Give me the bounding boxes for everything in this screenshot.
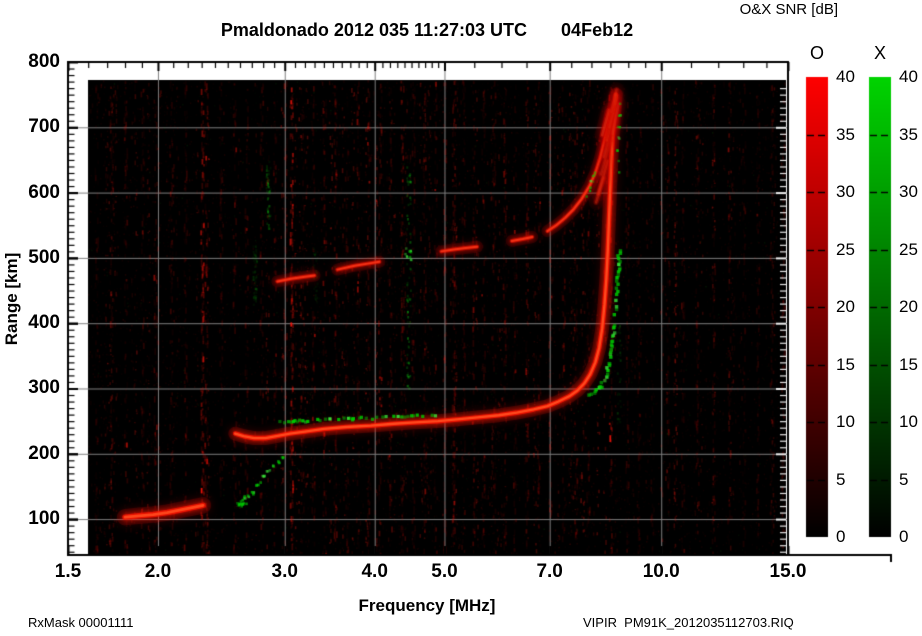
y-tick-label: 100 — [28, 508, 60, 530]
colorbar-o-tick-label: 25 — [836, 239, 855, 259]
colorbar-x-tick-label: 15 — [899, 354, 918, 374]
x-tick-label: 2.0 — [144, 561, 172, 582]
x-axis-label: Frequency [MHz] — [358, 596, 496, 615]
y-tick-label: 500 — [28, 246, 60, 268]
footer-rxmask: RxMask 00001111 — [28, 615, 134, 630]
y-tick-label: 400 — [28, 312, 60, 334]
colorbar-o-tick-label: 0 — [836, 527, 846, 546]
colorbar-x-tick-label: 30 — [899, 182, 918, 201]
colorbar-x-tick-label: 25 — [899, 239, 918, 259]
colorbar-x-tick-label: 0 — [899, 527, 909, 546]
plot-title-date: 04Feb12 — [561, 20, 634, 40]
colorbar-x-tick-label: 20 — [899, 297, 918, 316]
x-tick-label: 1.5 — [54, 561, 82, 582]
colorbar-o-tick-label: 10 — [836, 412, 855, 431]
colorbar-x-tick-label: 35 — [899, 124, 918, 144]
y-tick-label: 700 — [28, 116, 60, 138]
y-tick-label: 600 — [28, 181, 60, 203]
x-tick-label: 15.0 — [769, 561, 807, 582]
colorbar-o-tick-label: 5 — [836, 469, 846, 489]
colorbar-o-label: O — [809, 43, 824, 63]
colorbar-o-tick-label: 15 — [836, 354, 855, 374]
colorbar-x-tick-label: 5 — [899, 469, 909, 489]
colorbar-x-tick-label: 40 — [899, 67, 918, 86]
plot-title-text: Pmaldonado 2012 035 11:27:03 UTC — [220, 20, 528, 40]
colorbar-o-tick-label: 20 — [836, 297, 855, 316]
plot-title: Pmaldonado 2012 035 11:27:03 UTC 04Feb12 — [0, 20, 854, 41]
colorbar-o-tick-label: 35 — [836, 124, 855, 144]
y-tick-label: 300 — [28, 377, 60, 399]
x-tick-label: 3.0 — [271, 561, 298, 582]
x-tick-label: 10.0 — [642, 561, 680, 582]
colorbar-o-tick-label: 30 — [836, 182, 855, 201]
colorbar-x-tick-label: 10 — [899, 412, 918, 431]
colorbar-title: O&X SNR [dB] — [739, 1, 838, 18]
x-tick-label: 4.0 — [361, 561, 388, 582]
x-tick-label: 5.0 — [431, 561, 458, 582]
y-tick-label: 800 — [28, 51, 60, 72]
footer-filename: VIPIR PM91K_2012035112703.RIQ — [583, 615, 794, 630]
colorbar-o-tick-label: 40 — [836, 67, 855, 86]
x-tick-label: 7.0 — [536, 561, 563, 582]
colorbar-x-label: X — [873, 43, 886, 63]
y-tick-label: 200 — [28, 442, 60, 464]
